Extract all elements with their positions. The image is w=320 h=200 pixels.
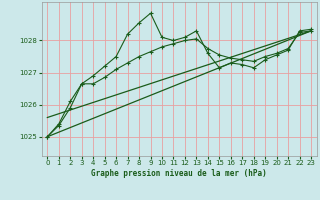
X-axis label: Graphe pression niveau de la mer (hPa): Graphe pression niveau de la mer (hPa) xyxy=(91,169,267,178)
